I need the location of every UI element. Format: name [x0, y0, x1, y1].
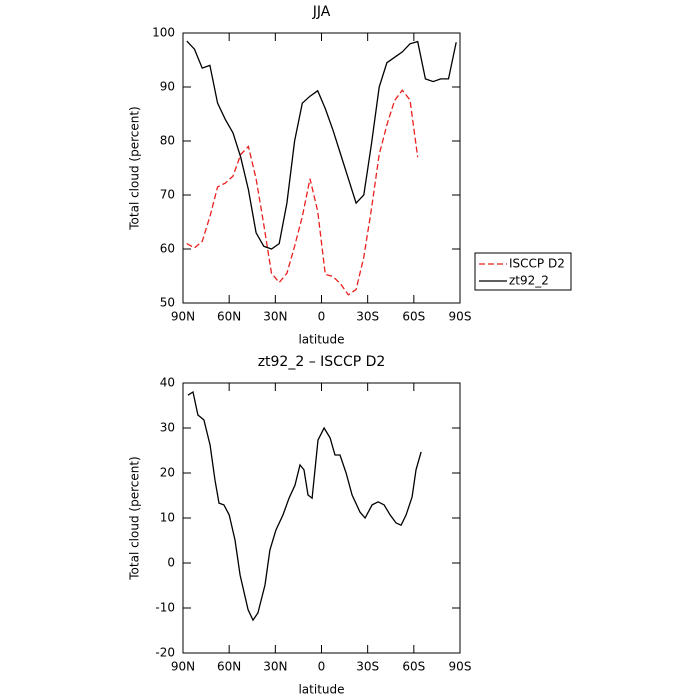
y-tick-label: 20	[160, 466, 175, 480]
y-axis-label: Total cloud (percent)	[128, 106, 142, 230]
x-tick-label: 90S	[449, 310, 472, 324]
legend-label: zt92_2	[509, 274, 549, 288]
y-tick-label: 100	[152, 26, 175, 40]
y-tick-label: 70	[160, 188, 175, 202]
y-tick-label: 0	[167, 556, 175, 570]
x-tick-label: 60N	[217, 310, 241, 324]
y-tick-label: 30	[160, 421, 175, 435]
legend-label: ISCCP D2	[509, 257, 565, 271]
x-tick-label: 0	[318, 660, 326, 674]
y-tick-label: -20	[155, 646, 175, 660]
x-tick-label: 60S	[402, 310, 425, 324]
y-axis-label: Total cloud (percent)	[128, 456, 142, 580]
x-tick-label: 60S	[402, 660, 425, 674]
y-tick-label: 80	[160, 134, 175, 148]
plot-frame	[182, 32, 461, 304]
x-tick-label: 60N	[217, 660, 241, 674]
y-tick-label: 90	[160, 80, 175, 94]
chart-title: JJA	[312, 4, 331, 20]
legend-box	[474, 252, 572, 291]
plot-frame	[182, 382, 461, 654]
y-tick-label: 50	[160, 296, 175, 310]
y-tick-label: 10	[160, 511, 175, 525]
x-tick-label: 30N	[263, 660, 287, 674]
x-tick-label: 30N	[263, 310, 287, 324]
x-tick-label: 30S	[356, 660, 379, 674]
x-tick-label: 90N	[171, 660, 195, 674]
data-line	[187, 390, 422, 622]
data-line	[186, 40, 457, 250]
x-tick-label: 30S	[356, 310, 379, 324]
y-tick-label: 40	[160, 376, 175, 390]
x-axis-label: latitude	[298, 333, 344, 347]
x-tick-label: 90N	[171, 310, 195, 324]
x-tick-label: 0	[318, 310, 326, 324]
x-tick-label: 90S	[449, 660, 472, 674]
x-axis-label: latitude	[298, 683, 344, 697]
chart-title: zt92_2 – ISCCP D2	[258, 354, 386, 370]
y-tick-label: -10	[155, 601, 175, 615]
y-tick-label: 60	[160, 242, 175, 256]
data-line	[186, 89, 419, 296]
